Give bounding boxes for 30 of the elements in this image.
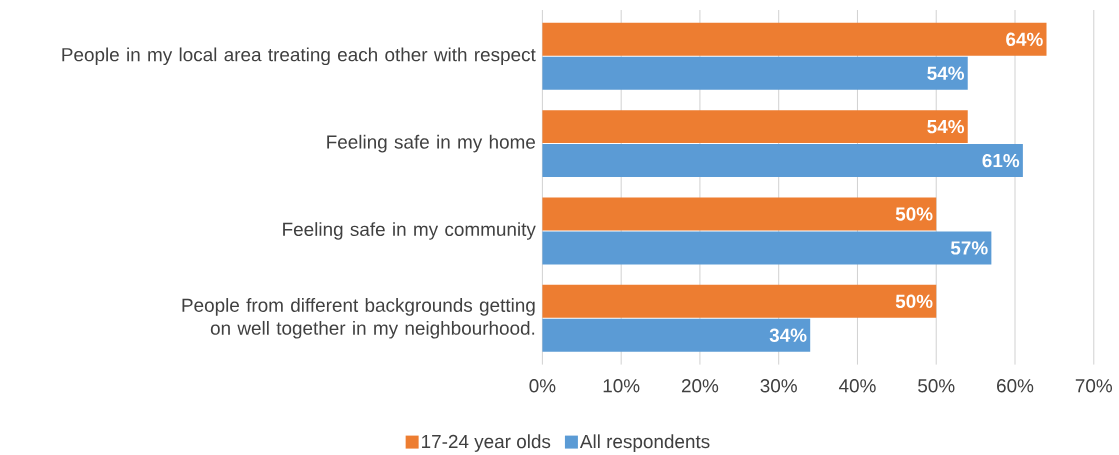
bar (542, 318, 811, 352)
bar (542, 56, 968, 90)
bar (542, 22, 1047, 56)
x-tick-label: 40% (838, 379, 876, 393)
bar (542, 231, 992, 265)
bar (542, 110, 968, 144)
x-tick-label: 10% (603, 379, 640, 393)
x-tick-label: 60% (997, 379, 1034, 393)
y-tick-label: Feeling safe in my community (283, 222, 536, 240)
data-label: 61% (982, 153, 1020, 168)
x-tick-label: 20% (681, 379, 719, 393)
data-label: 54% (927, 120, 965, 134)
y-tick-label: People from different backgrounds getting on well together in my neighbourhood. (182, 298, 535, 339)
x-tick-label: 70% (1075, 379, 1113, 393)
x-tick-label: 50% (918, 379, 955, 393)
data-label: 34% (769, 328, 807, 343)
data-label: 64% (1006, 32, 1043, 47)
data-label: 57% (950, 241, 988, 255)
bar (542, 144, 1023, 178)
legend-label: All respondents (579, 434, 710, 453)
data-label: 54% (927, 66, 965, 81)
bar (542, 284, 937, 318)
y-tick-label: People in my local area treating each other with respect (62, 47, 536, 66)
x-tick-label: 0% (529, 379, 556, 393)
y-tick-label: Feeling safe in my home (327, 134, 536, 153)
data-label: 50% (895, 207, 933, 221)
legend-label: 17-24 year olds (422, 434, 551, 453)
data-label: 50% (895, 294, 933, 309)
bar (542, 197, 937, 231)
x-tick-label: 30% (760, 379, 797, 393)
